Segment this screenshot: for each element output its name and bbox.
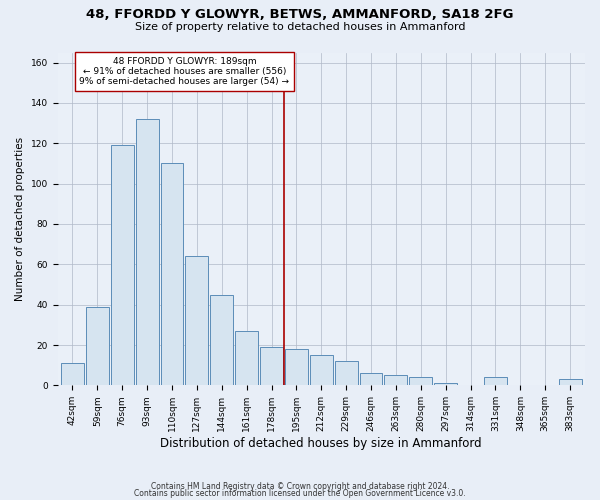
Y-axis label: Number of detached properties: Number of detached properties [15,137,25,301]
Bar [359,373,382,386]
Bar [235,331,258,386]
Bar [409,378,432,386]
Bar [559,380,581,386]
Bar [61,363,84,386]
Bar [185,256,208,386]
Text: 48 FFORDD Y GLOWYR: 189sqm
← 91% of detached houses are smaller (556)
9% of semi: 48 FFORDD Y GLOWYR: 189sqm ← 91% of deta… [79,56,289,86]
Bar [161,164,184,386]
Bar [285,349,308,386]
Bar [310,355,333,386]
Text: Contains HM Land Registry data © Crown copyright and database right 2024.: Contains HM Land Registry data © Crown c… [151,482,449,491]
Bar [484,378,507,386]
Bar [385,376,407,386]
Bar [335,361,358,386]
Text: Contains public sector information licensed under the Open Government Licence v3: Contains public sector information licen… [134,490,466,498]
Bar [136,119,158,386]
Bar [210,294,233,386]
Bar [434,384,457,386]
Text: 48, FFORDD Y GLOWYR, BETWS, AMMANFORD, SA18 2FG: 48, FFORDD Y GLOWYR, BETWS, AMMANFORD, S… [86,8,514,20]
Bar [111,146,134,386]
X-axis label: Distribution of detached houses by size in Ammanford: Distribution of detached houses by size … [160,437,482,450]
Text: Size of property relative to detached houses in Ammanford: Size of property relative to detached ho… [135,22,465,32]
Bar [86,306,109,386]
Bar [260,347,283,386]
